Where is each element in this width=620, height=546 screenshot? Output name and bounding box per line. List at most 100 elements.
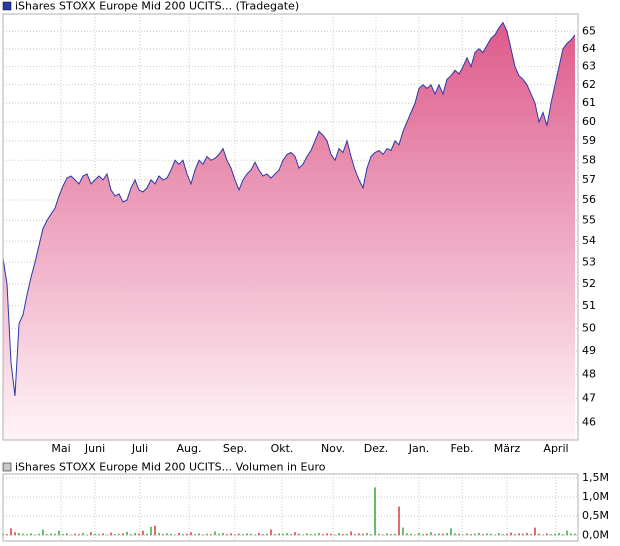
y-tick-label: 58 <box>582 153 596 166</box>
volume-bar <box>114 534 116 536</box>
volume-bar <box>526 532 528 536</box>
volume-bar <box>262 534 264 536</box>
volume-bar <box>558 532 560 536</box>
volume-bar <box>94 533 96 536</box>
volume-bar <box>278 533 280 536</box>
volume-bar <box>294 532 296 536</box>
volume-bar <box>454 533 456 536</box>
volume-bar <box>246 533 248 536</box>
volume-bar <box>514 534 516 536</box>
chart-title: iShares STOXX Europe Mid 200 UCITS... (T… <box>15 0 299 13</box>
volume-bar <box>214 531 216 536</box>
y-tick-label: 63 <box>582 60 596 73</box>
volume-bar <box>530 534 532 536</box>
volume-bar <box>218 533 220 536</box>
y-tick-label: 1,5M <box>582 471 609 484</box>
volume-bar <box>146 533 148 536</box>
volume-bar <box>170 533 172 536</box>
volume-bar <box>570 533 572 536</box>
volume-bar <box>298 533 300 536</box>
x-tick-label: Sep. <box>223 442 247 455</box>
y-tick-label: 65 <box>582 24 596 37</box>
volume-bar <box>206 533 208 536</box>
volume-bar <box>466 533 468 536</box>
volume-bar <box>434 534 436 536</box>
volume-bar <box>358 533 360 536</box>
volume-bar <box>342 534 344 536</box>
volume-bar <box>470 534 472 536</box>
volume-bar <box>562 534 564 536</box>
volume-bar <box>502 534 504 536</box>
y-tick-label: 61 <box>582 96 596 109</box>
chart-title: iShares STOXX Europe Mid 200 UCITS... Vo… <box>15 461 326 474</box>
volume-bar <box>118 533 120 536</box>
volume-bar <box>438 533 440 536</box>
volume-bar <box>350 531 352 536</box>
volume-bar <box>370 534 372 536</box>
volume-bar <box>42 529 44 536</box>
volume-bar <box>282 533 284 536</box>
volume-bar <box>378 533 380 536</box>
volume-bar <box>98 534 100 536</box>
volume-bar <box>14 532 16 536</box>
y-tick-label: 55 <box>582 213 596 226</box>
x-tick-label: Juli <box>131 442 148 455</box>
volume-bar <box>266 533 268 536</box>
y-tick-label: 48 <box>582 367 596 380</box>
x-tick-label: Mai <box>51 442 70 455</box>
y-tick-label: 53 <box>582 255 596 268</box>
x-tick-label: März <box>494 442 521 455</box>
x-tick-label: Dez. <box>364 442 389 455</box>
volume-bar <box>270 529 272 536</box>
volume-bar <box>82 532 84 536</box>
volume-bar <box>286 532 288 536</box>
volume-bar <box>430 532 432 536</box>
volume-bar <box>314 533 316 536</box>
volume-bar <box>346 533 348 536</box>
y-tick-label: 46 <box>582 416 596 429</box>
volume-bar <box>10 528 12 536</box>
volume-bar <box>46 534 48 536</box>
volume-bar <box>446 532 448 536</box>
volume-bar <box>250 533 252 536</box>
volume-bar <box>474 533 476 536</box>
volume-bar <box>58 530 60 536</box>
volume-bar <box>550 534 552 536</box>
x-tick-label: April <box>543 442 568 455</box>
volume-bar <box>450 528 452 536</box>
volume-bar <box>302 534 304 536</box>
y-tick-label: 54 <box>582 234 596 247</box>
y-tick-label: 59 <box>582 134 596 147</box>
volume-bar <box>254 534 256 536</box>
x-tick-label: Okt. <box>271 442 294 455</box>
y-tick-label: 64 <box>582 42 596 55</box>
volume-bar <box>426 533 428 536</box>
volume-bar <box>390 534 392 536</box>
volume-bar <box>458 533 460 536</box>
volume-bar <box>166 533 168 536</box>
volume-bar <box>274 534 276 536</box>
volume-bar <box>130 534 132 536</box>
volume-bar <box>506 533 508 536</box>
volume-bar <box>338 532 340 536</box>
volume-bar <box>54 533 56 536</box>
volume-bar <box>238 533 240 536</box>
volume-bar <box>106 534 108 536</box>
volume-bar <box>542 534 544 536</box>
volume-bar <box>34 534 36 536</box>
volume-bar <box>74 533 76 536</box>
volume-bar <box>518 533 520 536</box>
volume-bar <box>190 532 192 536</box>
volume-bar <box>306 533 308 536</box>
volume-bar <box>102 533 104 536</box>
volume-bar <box>374 487 376 536</box>
legend-swatch <box>2 1 12 11</box>
volume-bar <box>534 527 536 536</box>
volume-bar <box>198 533 200 536</box>
volume-bar <box>30 533 32 536</box>
volume-bar <box>566 530 568 536</box>
volume-bar <box>490 533 492 536</box>
volume-bar <box>354 534 356 536</box>
price-area <box>3 22 575 440</box>
